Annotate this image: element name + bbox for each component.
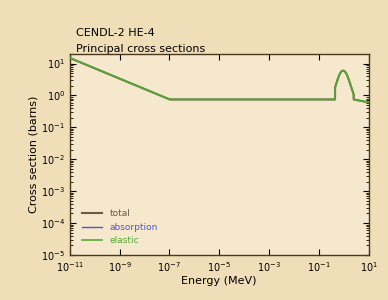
Text: Principal cross sections: Principal cross sections	[76, 44, 205, 54]
Y-axis label: Cross section (barns): Cross section (barns)	[28, 96, 38, 213]
X-axis label: Energy (MeV): Energy (MeV)	[182, 276, 257, 286]
Legend: total, absorption, elastic: total, absorption, elastic	[79, 206, 161, 249]
Text: CENDL-2 HE-4: CENDL-2 HE-4	[76, 28, 154, 38]
